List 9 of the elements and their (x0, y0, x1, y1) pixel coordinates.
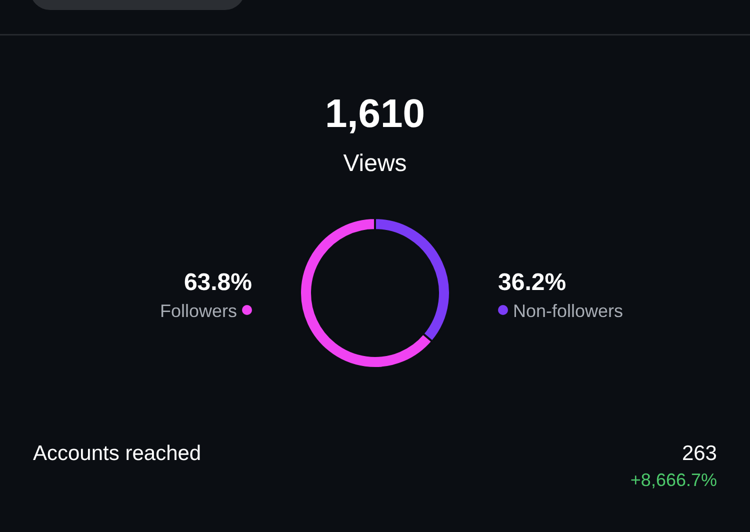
slice-label: Followers (160, 301, 237, 321)
chart-title: 1,610 (324, 92, 426, 136)
text: 263 (682, 442, 717, 465)
legend-label: Non-followers (513, 301, 624, 321)
text: Accounts reached (33, 442, 202, 465)
data-label: 63.8% (184, 269, 252, 296)
text: +8,666.7% (630, 470, 717, 490)
chart-subtitle: Views (343, 150, 407, 177)
data-label: 36.2% (498, 269, 566, 296)
